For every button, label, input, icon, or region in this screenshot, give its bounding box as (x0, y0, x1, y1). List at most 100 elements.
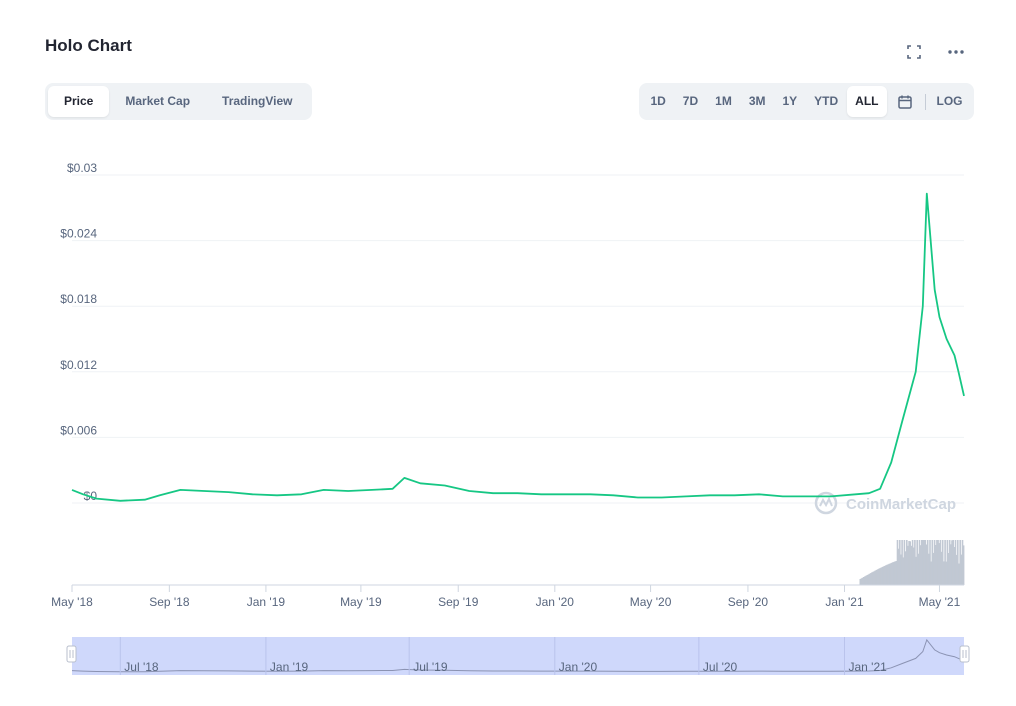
volume-bar (944, 540, 946, 585)
volume-bar (935, 545, 937, 585)
x-tick-label: Sep '18 (149, 595, 190, 609)
volume-bar (910, 545, 913, 585)
volume-bar (915, 556, 917, 585)
range-navigator[interactable]: Jul '18 Jan '19 Jul '19 Jan '20 Jul '20 Jan '… (66, 637, 970, 675)
range-ytd[interactable]: YTD (814, 94, 839, 108)
time-range-selector: 1D 7D 1M 3M 1Y YTD ALL LOG (638, 83, 974, 120)
volume-bar (925, 544, 928, 585)
x-tick-label: Sep '19 (438, 595, 479, 609)
volume-bar (953, 547, 956, 585)
volume-bar (897, 548, 900, 585)
volume-bar (863, 577, 865, 585)
volume-bar (876, 569, 879, 585)
navigator-tick-label: Jan '21 (849, 660, 888, 674)
volume-bar (932, 552, 935, 585)
volume-bar (887, 564, 889, 585)
more-icon[interactable] (946, 42, 966, 62)
volume-bars (859, 540, 965, 585)
calendar-icon[interactable] (887, 86, 923, 117)
x-tick-label: May '19 (340, 595, 382, 609)
y-axis-ticks: $0$0.006$0.012$0.018$0.024$0.03 (60, 161, 97, 503)
volume-bar (890, 562, 893, 585)
range-7d[interactable]: 7D (682, 94, 699, 108)
volume-bar (878, 568, 880, 585)
volume-bar (904, 551, 907, 585)
volume-bar (902, 557, 905, 585)
volume-bar (919, 545, 922, 585)
volume-bar (866, 575, 869, 585)
range-all[interactable]: ALL (846, 86, 887, 117)
volume-bar (951, 540, 953, 585)
navigator-tick-label: Jan '19 (270, 660, 309, 674)
range-1y[interactable]: 1Y (782, 94, 798, 108)
volume-bar (875, 569, 878, 585)
volume-bar (962, 545, 965, 585)
x-tick-label: May '21 (919, 595, 961, 609)
volume-bar (874, 570, 877, 585)
x-axis-ticks: May '18 Sep '18 Jan '19 May '19 Sep '19 Jan '… (51, 585, 961, 609)
x-tick-label: May '20 (630, 595, 672, 609)
tab-tradingview[interactable]: TradingView (222, 94, 293, 108)
volume-bar (879, 568, 881, 585)
volume-bar (895, 561, 898, 585)
volume-bar (889, 563, 892, 585)
volume-bar (900, 554, 902, 585)
volume-bar (929, 540, 931, 585)
volume-bar (871, 572, 873, 585)
volume-bar (903, 540, 906, 585)
volume-bar (880, 567, 882, 585)
volume-bar (939, 540, 942, 585)
y-tick-label: $0.006 (60, 423, 97, 437)
volume-bar (960, 554, 963, 585)
volume-bar (937, 540, 939, 585)
volume-bar (948, 540, 951, 585)
fullscreen-icon[interactable] (904, 42, 924, 62)
range-1m[interactable]: 1M (715, 94, 732, 108)
volume-bar (896, 540, 899, 585)
tab-price[interactable]: Price (48, 86, 110, 117)
price-series-line (71, 192, 965, 502)
y-tick-label: $0.024 (60, 227, 97, 241)
volume-bar (867, 574, 870, 585)
chart-title: Holo Chart (45, 36, 132, 55)
y-tick-label: $0.018 (60, 292, 97, 306)
volume-bar (933, 540, 936, 585)
volume-bar (892, 562, 894, 585)
volume-bar (865, 575, 867, 585)
volume-bar (926, 540, 929, 585)
volume-bar (954, 540, 957, 585)
volume-bar (894, 561, 896, 585)
chart-type-tabs: Price Market Cap TradingView (45, 83, 312, 120)
volume-bar (864, 576, 866, 585)
volume-bar (931, 540, 934, 585)
range-1d[interactable]: 1D (650, 94, 666, 108)
volume-bar (950, 544, 952, 585)
volume-bar (860, 578, 863, 585)
navigator-tick-label: Jul '20 (703, 660, 738, 674)
x-tick-label: Jan '19 (247, 595, 286, 609)
volume-bar (888, 563, 891, 585)
volume-bar (873, 571, 876, 585)
watermark-text: CoinMarketCap (846, 496, 956, 513)
volume-bar (916, 540, 918, 585)
volume-bar (946, 540, 949, 585)
y-tick-label: $0.012 (60, 358, 97, 372)
top-icons (904, 42, 966, 62)
range-divider (925, 93, 926, 110)
navigator-left-handle[interactable] (66, 645, 77, 663)
volume-bar (922, 540, 924, 585)
volume-bar (914, 540, 916, 585)
log-scale-toggle[interactable]: LOG (936, 94, 963, 108)
tab-market-cap[interactable]: Market Cap (125, 94, 191, 108)
volume-bar (861, 577, 864, 585)
volume-bar (936, 540, 938, 585)
navigator-right-handle[interactable] (959, 645, 970, 663)
volume-bar (886, 564, 888, 585)
volume-bar (868, 573, 871, 585)
volume-bar (955, 554, 958, 585)
volume-bar (945, 561, 947, 585)
range-3m[interactable]: 3M (748, 94, 766, 108)
navigator-window[interactable] (72, 637, 964, 675)
navigator-tick-label: Jan '20 (559, 660, 598, 674)
